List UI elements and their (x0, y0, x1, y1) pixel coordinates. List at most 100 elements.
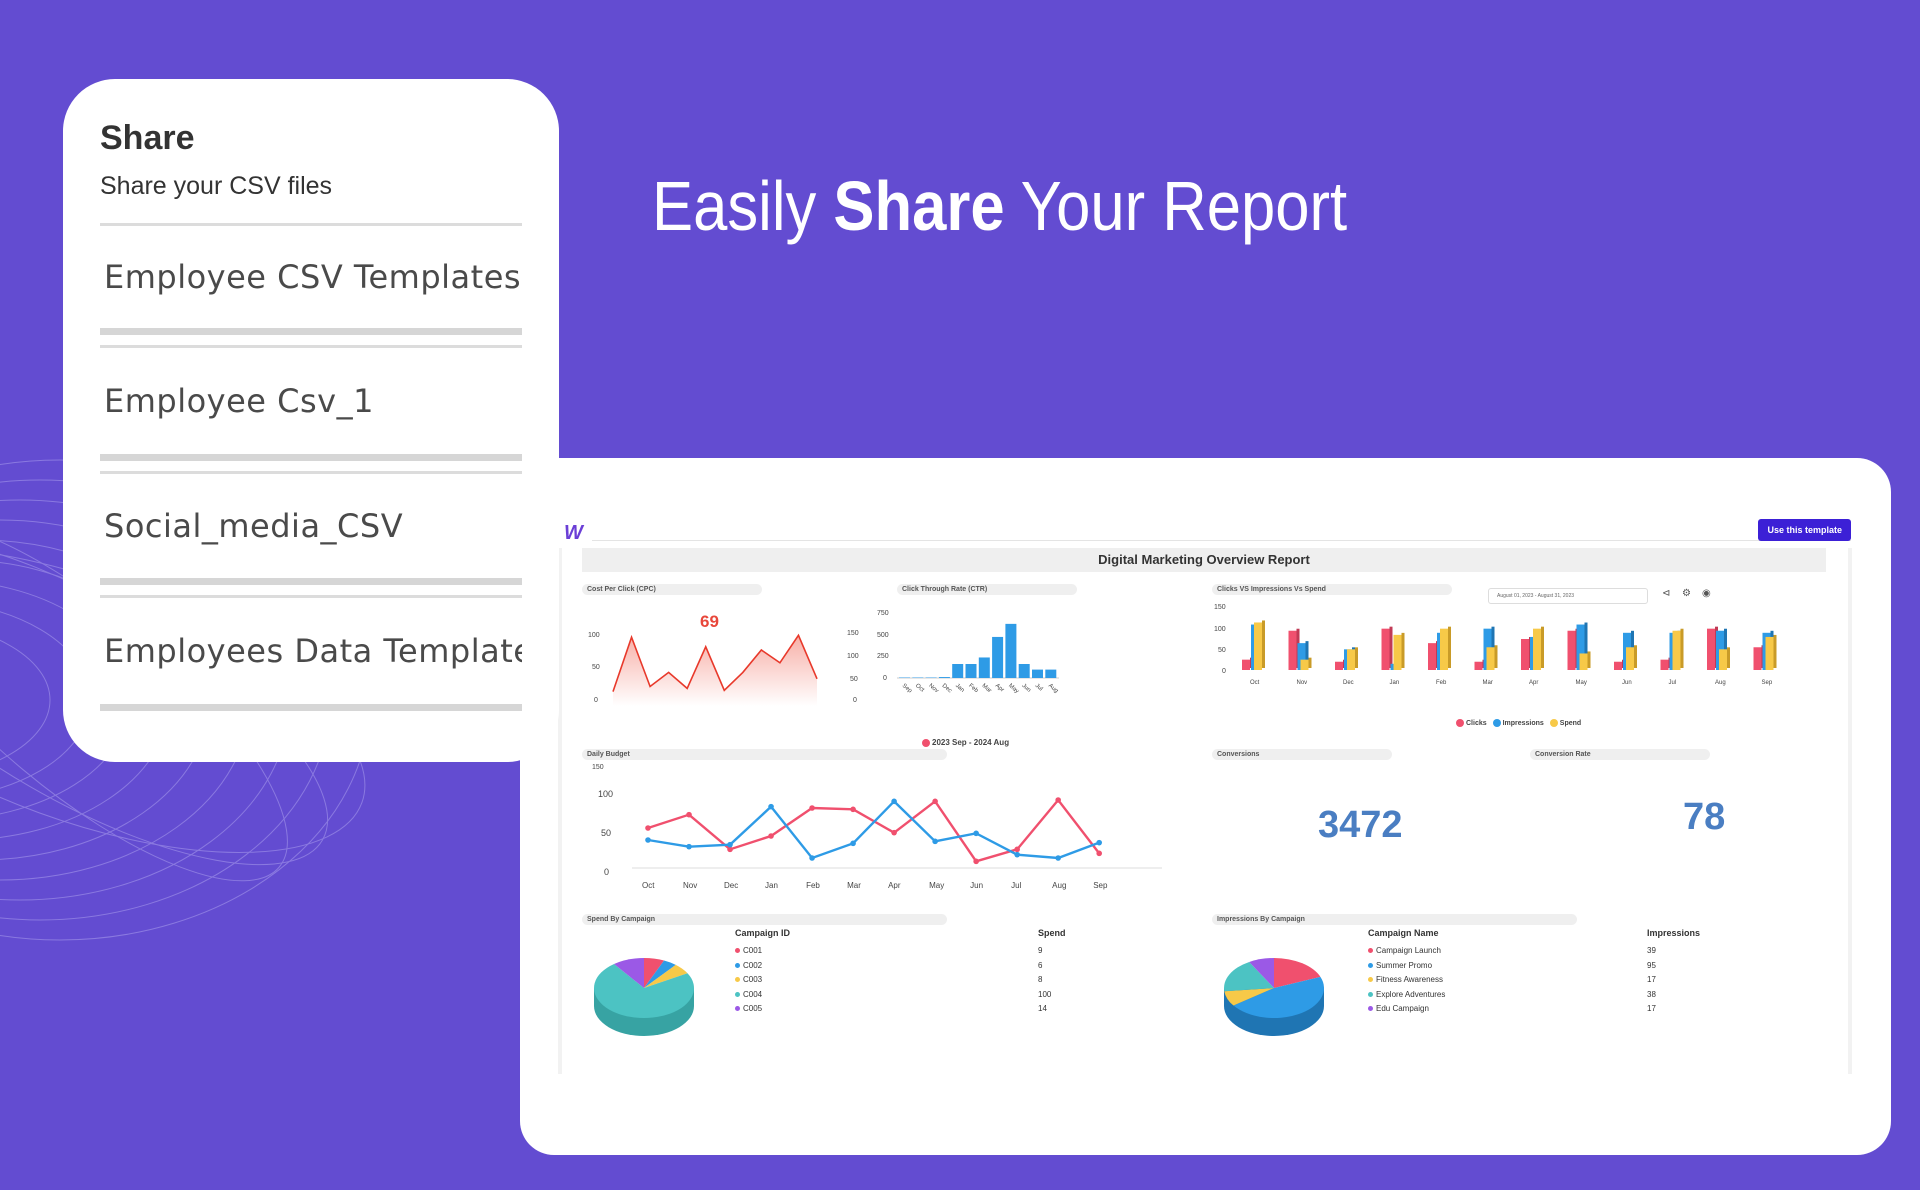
budget-point (1096, 839, 1102, 846)
budget-point (1014, 846, 1020, 853)
cis-bar-side (1541, 626, 1544, 668)
share-item[interactable]: Employees Data Template (100, 595, 522, 711)
spend-pie-chart (594, 958, 694, 1036)
budget-point (809, 855, 815, 861)
budget-point (727, 846, 733, 853)
budget-x-tick: Jun (970, 881, 983, 890)
ctr-bar (978, 657, 990, 678)
table-row: Summer Promo (1368, 961, 1432, 970)
budget-x-tick: May (929, 881, 944, 890)
col-header: Spend (1038, 928, 1066, 938)
table-cell-value: 38 (1647, 989, 1656, 999)
settings-icon[interactable]: ⚙ (1682, 588, 1691, 599)
date-range-picker[interactable]: August 01, 2023 - August 31, 2023 (1488, 588, 1648, 604)
ctr-x-tick: Jul (1034, 683, 1044, 693)
budget-point (686, 843, 692, 850)
share-item[interactable]: Social_media_CSV (100, 471, 522, 585)
cis-bar (1533, 628, 1541, 670)
cis-legend: Clicks Impressions Spend (1456, 719, 1581, 727)
legend-impressions: Impressions (1502, 719, 1544, 727)
cis-bar-side (1773, 634, 1777, 668)
cis-bar (1614, 661, 1622, 670)
share-item-label: Employee Csv_1 (104, 382, 374, 420)
eye-icon[interactable]: ◉ (1702, 588, 1711, 599)
cis-bar (1521, 639, 1529, 670)
legend-dot (1368, 977, 1373, 983)
budget-x-tick: Apr (888, 881, 901, 890)
table-cell-value: 14 (1038, 1004, 1047, 1013)
panel-label-spend: Spend By Campaign (582, 914, 947, 925)
table-row: Edu Campaign (1368, 1004, 1429, 1013)
use-template-button[interactable]: Use this template (1758, 519, 1851, 541)
cis-bar-side (1584, 622, 1588, 668)
y-tick: 50 (592, 664, 600, 671)
y-tick: 100 (1214, 626, 1226, 633)
cpc-value: 69 (700, 612, 719, 631)
ctr-bar (1045, 669, 1057, 678)
share-title: Share (100, 119, 195, 157)
budget-point (1014, 851, 1020, 858)
y-tick: 100 (588, 632, 600, 639)
table-cell-value: 17 (1647, 975, 1656, 984)
col-header: Campaign Name (1368, 928, 1439, 938)
y-tick: 100 (598, 789, 614, 799)
cis-bar-side (1305, 641, 1309, 668)
table-cell-label: C005 (743, 1004, 763, 1013)
cis-bar (1335, 661, 1343, 670)
ctr-bar (965, 664, 977, 678)
table-row: C005 (735, 1004, 762, 1013)
headline: Easily Share Your Report (652, 166, 1347, 246)
share-item[interactable]: Employee Csv_1 (100, 345, 522, 461)
table-row: Fitness Awareness (1368, 975, 1443, 984)
cis-bar (1753, 647, 1762, 670)
budget-x-tick: Mar (847, 881, 861, 890)
col-header: Campaign ID (735, 928, 791, 938)
cis-bar (1707, 628, 1715, 670)
budget-line (647, 798, 1101, 863)
cis-bar (1428, 643, 1436, 670)
headline-post: Your Report (1004, 167, 1348, 245)
panel-label-clicks: Clicks VS Impressions Vs Spend (1212, 584, 1452, 595)
table-cell-value: 95 (1647, 960, 1656, 970)
share-item[interactable]: Employee CSV Templates (100, 223, 522, 335)
table-cell-label: C002 (743, 960, 763, 970)
impressions-pie-chart (1224, 958, 1324, 1036)
legend-dot (735, 948, 740, 954)
cis-bar (1567, 630, 1576, 670)
panel-label-conversions: Conversions (1212, 749, 1392, 760)
col-header: Impressions (1647, 928, 1701, 938)
budget-point (1055, 797, 1061, 803)
budget-point (686, 811, 692, 818)
table-cell-label: Summer Promo (1376, 960, 1433, 970)
budget-x-tick: Aug (1052, 881, 1066, 890)
table-row: Explore Adventures (1368, 990, 1445, 999)
legend-dot (735, 991, 740, 997)
cis-bar (1579, 653, 1588, 670)
dashboard: Digital Marketing Overview Report Cost P… (558, 548, 1852, 1074)
clicks-impressions-spend-chart: Oct Nov Dec Jan Feb Mar Apr May Jun Jul Aug Sep (1242, 620, 1777, 686)
budget-x-tick: Jul (1011, 881, 1021, 890)
budget-x-tick: Sep (1093, 881, 1108, 890)
share-icon[interactable]: ⊲ (1662, 588, 1671, 599)
divider (592, 540, 1851, 541)
spend-table: Campaign ID Spend C001 9 C002 6 C003 8 C004 100… (735, 928, 1115, 1038)
ctr-x-tick: Nov (927, 683, 939, 694)
budget-point (932, 838, 938, 845)
pie-slice (1224, 988, 1274, 1006)
share-panel: Share Share your CSV files Employee CSV … (63, 79, 559, 762)
y-tick: 150 (592, 764, 604, 771)
budget-x-tick: Jan (765, 881, 778, 890)
y-tick: 50 (850, 676, 858, 683)
cpc-chart (612, 633, 818, 706)
pie-slice (614, 958, 644, 988)
legend-dot (1368, 948, 1373, 954)
cis-x-tick: Jun (1622, 680, 1632, 686)
cis-bar (1440, 628, 1448, 670)
legend-dot (1368, 962, 1373, 968)
report-preview: W Use this template Digital Marketing Ov… (520, 458, 1891, 1155)
y-tick: 150 (847, 630, 859, 637)
conversions-value: 3472 (1318, 804, 1403, 846)
budget-point (973, 858, 979, 865)
pie-slice (644, 958, 665, 988)
cis-bar-side (1262, 620, 1265, 668)
